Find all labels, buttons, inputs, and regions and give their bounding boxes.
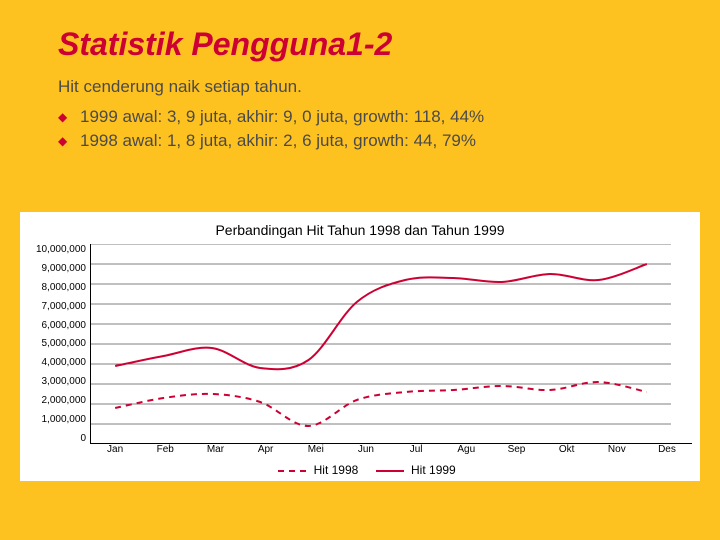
chart-legend: Hit 1998 Hit 1999 bbox=[28, 463, 692, 477]
list-item: 1999 awal: 3, 9 juta, akhir: 9, 0 juta, … bbox=[58, 107, 662, 127]
page-title: Statistik Pengguna1-2 bbox=[58, 26, 662, 63]
legend-label: Hit 1999 bbox=[411, 463, 456, 477]
legend-swatch-solid bbox=[376, 470, 404, 472]
x-axis-labels: JanFebMarAprMeiJunJulAguSepOktNovDes bbox=[90, 444, 692, 455]
chart-title: Perbandingan Hit Tahun 1998 dan Tahun 19… bbox=[28, 222, 692, 238]
y-axis-labels: 10,000,0009,000,0008,000,0007,000,0006,0… bbox=[28, 244, 90, 444]
chart-container: Perbandingan Hit Tahun 1998 dan Tahun 19… bbox=[20, 212, 700, 481]
legend-label: Hit 1998 bbox=[314, 463, 359, 477]
legend-swatch-dashed bbox=[278, 470, 306, 472]
bullet-list: 1999 awal: 3, 9 juta, akhir: 9, 0 juta, … bbox=[58, 107, 662, 151]
subtitle: Hit cenderung naik setiap tahun. bbox=[58, 77, 662, 97]
list-item: 1998 awal: 1, 8 juta, akhir: 2, 6 juta, … bbox=[58, 131, 662, 151]
chart-plot-area bbox=[90, 244, 692, 444]
